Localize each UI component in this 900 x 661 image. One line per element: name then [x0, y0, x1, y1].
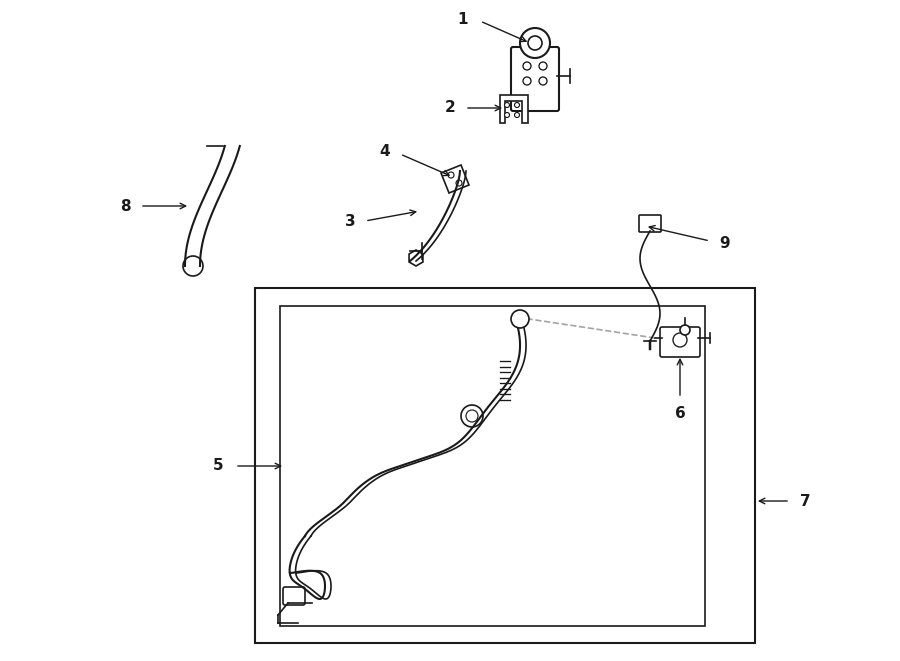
Text: 3: 3 [345, 214, 356, 229]
Circle shape [539, 62, 547, 70]
Text: 2: 2 [445, 100, 455, 116]
Text: 8: 8 [120, 198, 130, 214]
Circle shape [523, 62, 531, 70]
Circle shape [539, 77, 547, 85]
Bar [255, 288, 755, 643]
Circle shape [505, 102, 509, 108]
Circle shape [511, 310, 529, 328]
Circle shape [448, 172, 454, 178]
Circle shape [515, 112, 519, 118]
Text: 4: 4 [380, 143, 391, 159]
Text: 9: 9 [720, 235, 730, 251]
FancyBboxPatch shape [511, 47, 559, 111]
Bar [280, 306, 705, 626]
Circle shape [520, 28, 550, 58]
Circle shape [515, 102, 519, 108]
FancyBboxPatch shape [283, 587, 305, 605]
Circle shape [466, 410, 478, 422]
Circle shape [461, 405, 483, 427]
Polygon shape [500, 95, 528, 123]
Circle shape [456, 180, 462, 186]
Polygon shape [441, 165, 469, 193]
Circle shape [505, 112, 509, 118]
Circle shape [673, 333, 687, 347]
Text: 1: 1 [458, 11, 468, 26]
Text: 6: 6 [675, 405, 686, 420]
FancyBboxPatch shape [660, 327, 700, 357]
Text: 7: 7 [800, 494, 810, 508]
Text: 5: 5 [212, 459, 223, 473]
Circle shape [183, 256, 203, 276]
Circle shape [528, 36, 542, 50]
Circle shape [523, 77, 531, 85]
Circle shape [680, 325, 690, 335]
FancyBboxPatch shape [639, 215, 661, 232]
